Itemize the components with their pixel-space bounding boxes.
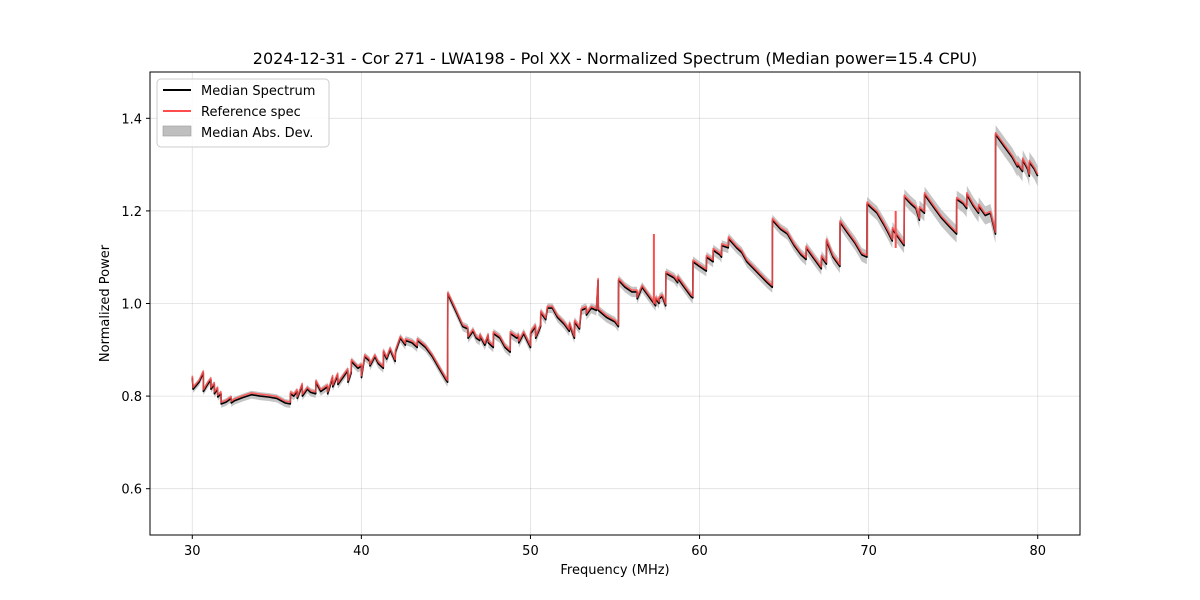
legend-mad-label: Median Abs. Dev.	[201, 126, 313, 141]
y-axis-label: Normalized Power	[98, 244, 113, 362]
y-tick-label: 0.8	[121, 390, 142, 405]
y-tick-label: 1.0	[121, 298, 142, 313]
legend-box	[156, 78, 330, 148]
x-tick-label: 70	[860, 544, 877, 559]
legend-mad-swatch	[162, 125, 192, 137]
x-axis-label: Frequency (MHz)	[560, 563, 669, 578]
y-tick-label: 1.2	[121, 205, 142, 220]
x-tick-label: 40	[353, 544, 370, 559]
reference-spectrum-line	[191, 131, 1039, 403]
x-tick-label: 30	[184, 544, 201, 559]
chart-title: 2024-12-31 - Cor 271 - LWA198 - Pol XX -…	[253, 49, 977, 68]
y-tick-label: 1.4	[121, 112, 142, 127]
legend-median-label: Median Spectrum	[201, 84, 315, 99]
plot-area	[191, 125, 1039, 408]
legend: Median Spectrum Reference spec Median Ab…	[156, 78, 330, 148]
legend-reference-label: Reference spec	[201, 105, 301, 120]
x-tick-label: 50	[522, 544, 539, 559]
x-tick-label: 60	[691, 544, 708, 559]
y-tick-label: 0.6	[121, 483, 142, 498]
axis-ticks: 30 40 50 60 70 80 0.6 0.8 1.0 1.2 1.4	[121, 112, 1046, 559]
x-tick-label: 80	[1029, 544, 1046, 559]
